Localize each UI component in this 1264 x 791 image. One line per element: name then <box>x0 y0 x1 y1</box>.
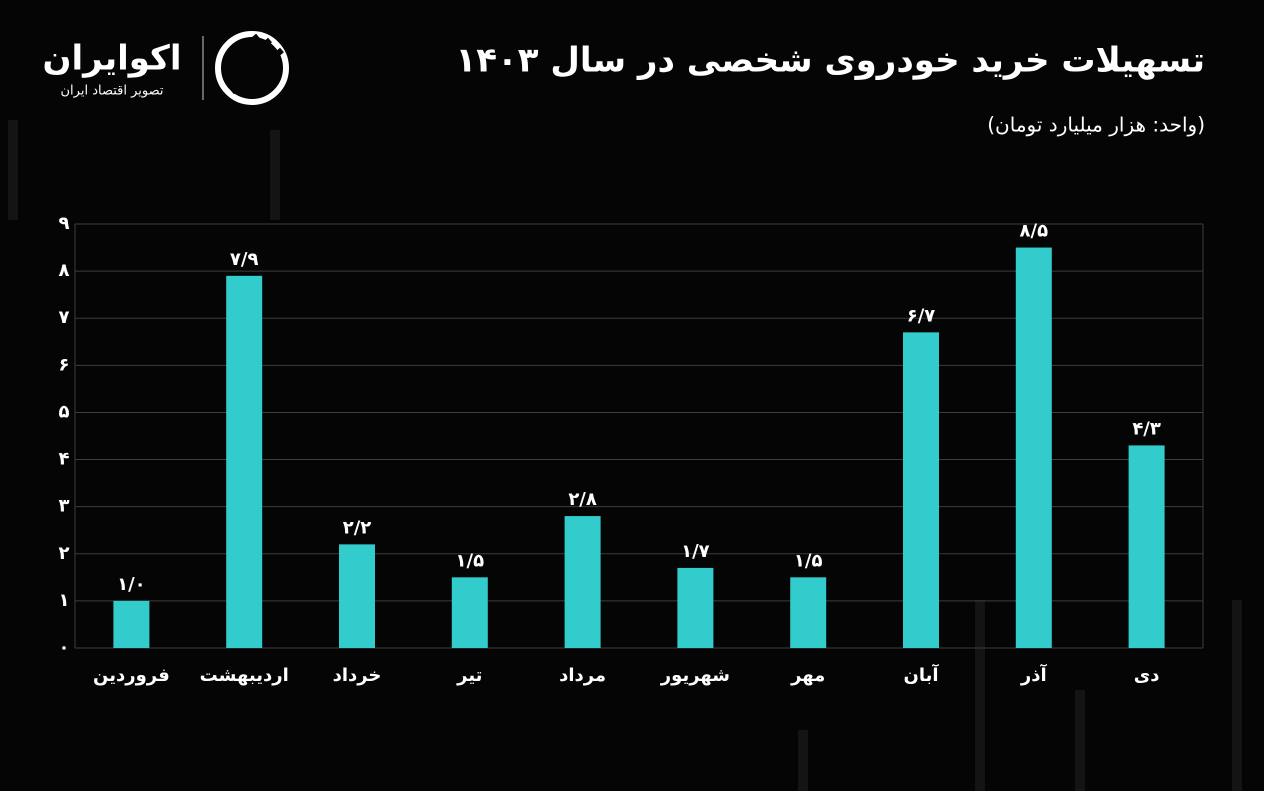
brand-tagline: تصویر اقتصاد ایران <box>61 84 164 99</box>
background-decoration <box>270 130 280 220</box>
logo: اکوایران تصویر اقتصاد ایران <box>43 31 289 105</box>
y-tick-label: ۲ <box>59 543 70 564</box>
bar <box>1015 247 1052 649</box>
value-label: ۱/۵ <box>456 550 485 571</box>
chart-subtitle: (واحد: هزار میلیارد تومان) <box>987 113 1205 137</box>
value-label: ۲/۸ <box>568 489 597 510</box>
bar <box>451 577 488 648</box>
value-label: ۷/۹ <box>230 249 259 270</box>
value-label: ۱/۵ <box>794 550 823 571</box>
bar <box>564 516 601 648</box>
x-tick-label: تیر <box>456 665 482 686</box>
x-tick-label: اردیبهشت <box>200 665 289 686</box>
value-label: ۲/۲ <box>343 517 372 538</box>
y-tick-label: ۱ <box>59 590 70 611</box>
background-decoration <box>8 120 18 220</box>
bar <box>339 544 375 648</box>
y-tick-label: ۴ <box>59 449 70 470</box>
x-tick-label: خرداد <box>333 665 382 686</box>
chart-title: تسهیلات خرید خودروی شخصی در سال ۱۴۰۳ <box>456 41 1205 81</box>
x-tick-label: فروردین <box>93 665 170 686</box>
y-tick-label: ۰ <box>59 637 70 658</box>
x-tick-label: آبان <box>903 663 939 686</box>
background-decoration <box>798 730 808 791</box>
bar <box>790 577 827 648</box>
y-tick-label: ۶ <box>59 354 70 375</box>
y-tick-label: ۳ <box>59 496 70 517</box>
x-tick-label: مهر <box>790 665 825 686</box>
background-decoration <box>1075 690 1085 791</box>
x-tick-label: آذر <box>1020 663 1048 686</box>
x-tick-label: مرداد <box>559 665 606 686</box>
bar <box>677 567 714 648</box>
background-decoration <box>975 600 985 791</box>
value-label: ۸/۵ <box>1020 221 1049 242</box>
logo-icon <box>215 31 289 105</box>
value-label: ۱/۷ <box>681 541 710 562</box>
bar <box>226 275 263 648</box>
y-tick-label: ۵ <box>59 401 70 422</box>
y-tick-label: ۸ <box>59 260 70 281</box>
y-tick-label: ۹ <box>59 213 70 234</box>
x-tick-label: شهریور <box>660 665 730 686</box>
bar <box>113 600 150 648</box>
bar <box>903 332 939 648</box>
logo-icon-cut <box>222 33 284 95</box>
brand-name: اکوایران <box>43 39 182 79</box>
y-tick-label: ۷ <box>59 307 70 328</box>
bar <box>1128 445 1165 648</box>
value-label: ۶/۷ <box>907 305 936 326</box>
value-label: ۱/۰ <box>117 574 146 595</box>
x-tick-label: دی <box>1134 665 1160 686</box>
value-label: ۴/۳ <box>1132 418 1161 439</box>
background-decoration <box>1232 600 1242 791</box>
